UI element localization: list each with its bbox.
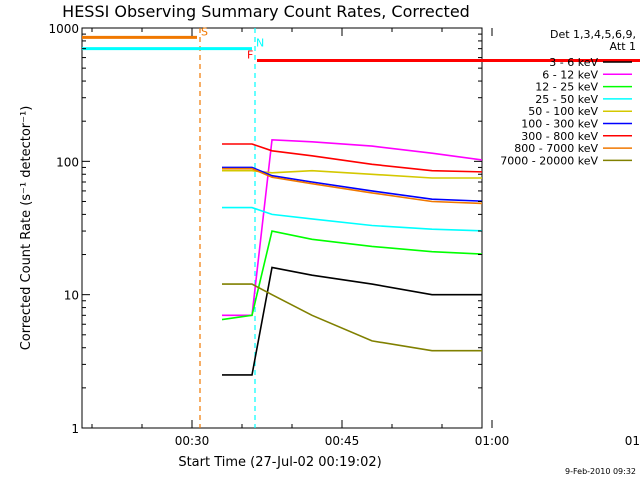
series-line-6 bbox=[222, 143, 482, 173]
series-line-2 bbox=[221, 230, 482, 321]
legend-label-3: 25 - 50 keV bbox=[535, 93, 598, 106]
series-line-4 bbox=[222, 169, 482, 179]
flag-bars: SSNNF bbox=[82, 25, 640, 63]
y-axis-label: Corrected Count Rate (s⁻¹ detector⁻¹) bbox=[19, 106, 34, 351]
legend-label-7: 800 - 7000 keV bbox=[514, 142, 598, 155]
x-tick-label-2: 01:00 bbox=[475, 434, 510, 448]
x-axis-label: Start Time (27-Jul-02 00:19:02) bbox=[178, 455, 381, 470]
legend-label-8: 7000 - 20000 keV bbox=[500, 154, 598, 167]
legend-header-line-1: Det 1,3,4,5,6,9, bbox=[550, 28, 636, 41]
x-tick-label-0: 00:30 bbox=[175, 434, 210, 448]
y-tick-label-2: 100 bbox=[56, 155, 79, 169]
legend-label-4: 50 - 100 keV bbox=[528, 105, 598, 118]
legend-label-6: 300 - 800 keV bbox=[521, 130, 598, 143]
legend-header-line-2: Att 1 bbox=[610, 40, 636, 53]
series-line-8 bbox=[222, 283, 482, 352]
series-lines bbox=[221, 138, 482, 376]
flag-label-0: S bbox=[201, 25, 208, 38]
legend-label-1: 6 - 12 keV bbox=[542, 68, 598, 81]
timestamp: 9-Feb-2010 09:32 bbox=[565, 467, 636, 476]
x-tick-label-1: 00:45 bbox=[325, 434, 360, 448]
y-tick-label-3: 1000 bbox=[48, 22, 79, 36]
y-tick-label-0: 1 bbox=[71, 422, 79, 436]
flag-label-4: F bbox=[247, 49, 253, 62]
x-tick-label-3: 01:15 bbox=[625, 434, 640, 448]
plot-frame bbox=[81, 27, 483, 429]
series-line-5 bbox=[222, 166, 482, 202]
series-line-1 bbox=[222, 138, 482, 317]
y-tick-label-1: 10 bbox=[64, 289, 79, 303]
series-line-0 bbox=[222, 266, 482, 376]
legend-label-2: 12 - 25 keV bbox=[535, 81, 598, 94]
y-axis: 1 10 100 1000 bbox=[48, 22, 482, 436]
chart-title: HESSI Observing Summary Count Rates, Cor… bbox=[62, 2, 470, 21]
flag-label-2: N bbox=[256, 37, 264, 50]
legend-label-0: 3 - 6 keV bbox=[549, 56, 598, 69]
series-line-3 bbox=[222, 206, 482, 232]
legend-label-5: 100 - 300 keV bbox=[521, 118, 598, 131]
series-line-7 bbox=[222, 167, 482, 205]
